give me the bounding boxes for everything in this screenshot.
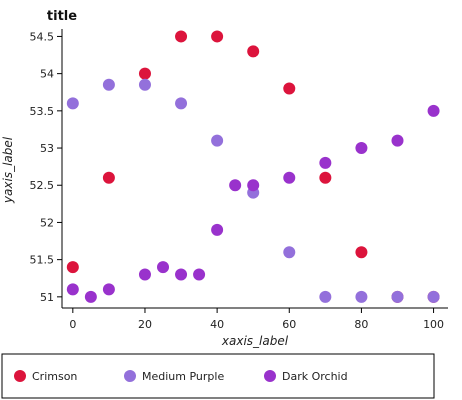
- legend-label-dark-orchid: Dark Orchid: [282, 370, 348, 383]
- legend-box: [1, 353, 435, 399]
- y-tick-label: 52: [40, 216, 54, 229]
- data-point-dark-orchid: [211, 223, 224, 236]
- data-point-medium-purple: [319, 290, 332, 303]
- data-point-dark-orchid: [102, 283, 115, 296]
- data-point-medium-purple: [66, 97, 79, 110]
- data-point-crimson: [175, 30, 188, 43]
- data-point-medium-purple: [138, 78, 151, 91]
- y-tick-label: 54.5: [30, 30, 55, 43]
- y-axis-title: yaxis_label: [1, 136, 15, 204]
- data-point-dark-orchid: [247, 179, 260, 192]
- legend-marker-medium-purple: [124, 370, 136, 382]
- data-point-crimson: [66, 261, 79, 274]
- series-dark-orchid: [66, 104, 440, 303]
- data-point-dark-orchid: [138, 268, 151, 281]
- data-point-medium-purple: [391, 290, 404, 303]
- data-point-medium-purple: [283, 246, 296, 259]
- data-point-crimson: [102, 171, 115, 184]
- data-point-crimson: [211, 30, 224, 43]
- series-crimson: [66, 30, 440, 303]
- data-point-dark-orchid: [319, 156, 332, 169]
- legend-items: Crimson Medium Purple Dark Orchid: [14, 370, 348, 383]
- x-tick-label: 20: [138, 318, 152, 331]
- x-axis-title: xaxis_label: [221, 334, 289, 348]
- data-point-dark-orchid: [175, 268, 188, 281]
- series-medium-purple: [66, 78, 440, 303]
- data-point-crimson: [138, 67, 151, 80]
- data-point-dark-orchid: [391, 134, 404, 147]
- data-point-crimson: [283, 82, 296, 95]
- legend-marker-dark-orchid: [264, 370, 276, 382]
- y-axis-ticks: 51 51.5 52 52.5 53 53.5 54 54.5: [30, 30, 62, 304]
- data-point-dark-orchid: [66, 283, 79, 296]
- data-point-dark-orchid: [229, 179, 242, 192]
- x-tick-label: 80: [354, 318, 368, 331]
- x-axis-ticks: 0 20 40 60 80 100: [69, 308, 444, 331]
- data-point-medium-purple: [355, 290, 368, 303]
- data-point-medium-purple: [211, 134, 224, 147]
- legend: Crimson Medium Purple Dark Orchid: [1, 353, 435, 399]
- y-tick-label: 51.5: [30, 254, 55, 267]
- x-axis: 0 20 40 60 80 100: [62, 307, 448, 331]
- data-point-medium-purple: [102, 78, 115, 91]
- data-point-dark-orchid: [84, 290, 97, 303]
- y-tick-label: 52.5: [30, 179, 55, 192]
- y-tick-label: 51: [40, 291, 54, 304]
- data-point-dark-orchid: [193, 268, 206, 281]
- data-point-crimson: [355, 246, 368, 259]
- x-tick-label: 60: [282, 318, 296, 331]
- y-tick-label: 53.5: [30, 105, 55, 118]
- y-tick-label: 53: [40, 142, 54, 155]
- data-point-medium-purple: [427, 290, 440, 303]
- plot-series: [66, 30, 440, 303]
- x-tick-label: 0: [69, 318, 76, 331]
- legend-label-crimson: Crimson: [32, 370, 77, 383]
- legend-label-medium-purple: Medium Purple: [142, 370, 224, 383]
- y-tick-label: 54: [40, 68, 54, 81]
- data-point-dark-orchid: [355, 142, 368, 155]
- x-tick-label: 40: [210, 318, 224, 331]
- y-axis: 51 51.5 52 52.5 53 53.5 54 54.5: [30, 29, 63, 308]
- data-point-dark-orchid: [427, 104, 440, 117]
- data-point-dark-orchid: [157, 261, 170, 274]
- data-point-dark-orchid: [283, 171, 296, 184]
- data-point-medium-purple: [175, 97, 188, 110]
- chart-title: title: [47, 9, 77, 24]
- legend-marker-crimson: [14, 370, 26, 382]
- data-point-crimson: [319, 171, 332, 184]
- data-point-crimson: [247, 45, 260, 58]
- x-tick-label: 100: [423, 318, 444, 331]
